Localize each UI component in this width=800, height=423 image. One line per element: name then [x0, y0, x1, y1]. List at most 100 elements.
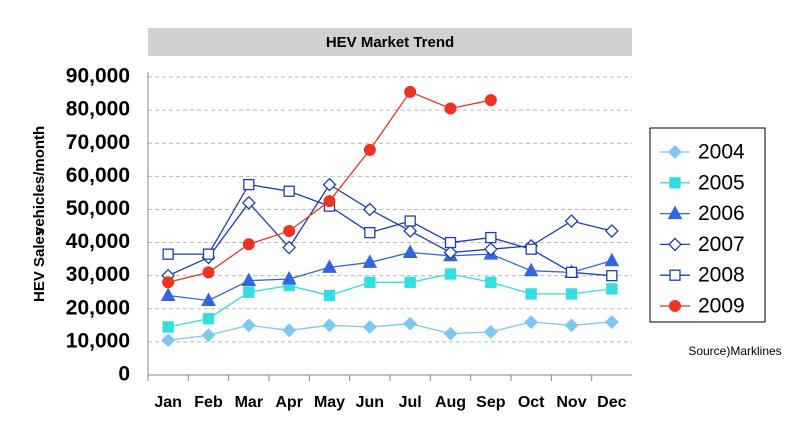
- marker: [362, 254, 378, 268]
- legend-box: [649, 127, 766, 323]
- marker: [362, 202, 377, 217]
- series-line: [168, 183, 612, 277]
- marker: [443, 326, 458, 341]
- marker: [162, 248, 174, 260]
- marker: [564, 318, 579, 333]
- x-tick-label: Oct: [518, 394, 545, 411]
- marker: [322, 318, 337, 333]
- legend-marker: [669, 300, 681, 312]
- marker: [483, 242, 498, 257]
- x-tick-label: Mar: [235, 394, 263, 411]
- marker: [282, 240, 297, 255]
- legend-label: 2007: [698, 233, 745, 256]
- marker: [281, 270, 297, 285]
- x-tick-label: Nov: [556, 394, 586, 411]
- x-tick-label: Feb: [194, 394, 223, 411]
- marker: [484, 94, 497, 107]
- marker: [483, 325, 498, 339]
- marker: [202, 248, 215, 260]
- marker: [160, 287, 176, 302]
- legend-label: 2008: [698, 264, 745, 287]
- marker: [161, 333, 176, 348]
- x-tick-label: Dec: [597, 394, 626, 411]
- marker: [364, 276, 376, 288]
- marker: [443, 245, 458, 260]
- marker: [565, 266, 578, 279]
- y-axis-label: HEV Sales: [31, 228, 48, 302]
- marker: [403, 316, 418, 331]
- marker: [444, 268, 457, 280]
- series-line: [168, 273, 612, 328]
- y-tick-label: 70,000: [66, 131, 130, 154]
- x-tick-label: Jan: [154, 394, 182, 411]
- x-tick-label: Apr: [275, 394, 303, 411]
- marker: [282, 323, 297, 338]
- y-tick-label: 60,000: [66, 164, 130, 187]
- y-tick-label: 10,000: [66, 329, 130, 352]
- y-tick-label: 30,000: [66, 263, 130, 286]
- marker: [241, 272, 257, 287]
- marker: [202, 313, 215, 325]
- marker: [525, 243, 537, 255]
- legend-marker: [667, 205, 683, 220]
- marker: [323, 289, 336, 302]
- x-tick-label: Aug: [435, 394, 466, 411]
- marker: [364, 226, 376, 239]
- marker: [485, 276, 497, 288]
- marker: [444, 236, 457, 249]
- legend-label: 2005: [698, 171, 745, 194]
- marker: [362, 320, 377, 334]
- marker: [404, 215, 416, 227]
- marker: [604, 252, 620, 267]
- marker: [201, 328, 216, 343]
- legend-label: 2004: [698, 141, 745, 164]
- marker: [564, 214, 579, 228]
- x-tick-label: Jul: [399, 394, 422, 411]
- marker: [242, 238, 255, 251]
- legend-marker: [669, 177, 681, 189]
- marker: [363, 143, 376, 156]
- y-tick-label: 40,000: [66, 230, 130, 253]
- marker: [283, 185, 295, 197]
- legend-marker: [668, 145, 682, 159]
- marker: [162, 321, 174, 333]
- marker: [322, 177, 337, 192]
- marker: [604, 224, 619, 238]
- marker: [444, 102, 457, 115]
- marker: [243, 286, 255, 298]
- series-line: [168, 321, 612, 341]
- marker: [485, 231, 497, 244]
- marker: [201, 292, 216, 306]
- marker: [606, 270, 618, 282]
- marker: [524, 315, 539, 329]
- marker: [604, 315, 619, 329]
- legend-label: 2006: [698, 202, 745, 225]
- marker: [243, 178, 255, 191]
- marker: [322, 259, 337, 273]
- marker: [202, 266, 215, 279]
- marker: [241, 195, 256, 210]
- y-tick-label: 0: [118, 363, 130, 386]
- marker: [283, 224, 296, 237]
- y-tick-label: 50,000: [66, 197, 130, 220]
- source-note: Source)Marklines: [688, 344, 781, 358]
- marker: [403, 224, 418, 238]
- marker: [525, 288, 537, 300]
- marker: [404, 85, 417, 98]
- marker: [606, 283, 618, 295]
- x-tick-label: Jun: [356, 394, 384, 411]
- x-tick-label: Sep: [476, 394, 506, 411]
- series-line: [167, 183, 612, 277]
- series-line: [168, 251, 613, 302]
- marker: [241, 318, 256, 333]
- legend-marker: [668, 237, 682, 252]
- y-tick-label: 90,000: [66, 65, 130, 88]
- y-tick-label: 20,000: [66, 296, 130, 319]
- marker: [565, 288, 578, 300]
- chart-title: HEV Market Trend: [326, 34, 454, 51]
- marker: [404, 276, 416, 288]
- marker: [162, 276, 175, 289]
- y-tick-label: 80,000: [66, 98, 130, 121]
- legend-marker: [669, 269, 681, 281]
